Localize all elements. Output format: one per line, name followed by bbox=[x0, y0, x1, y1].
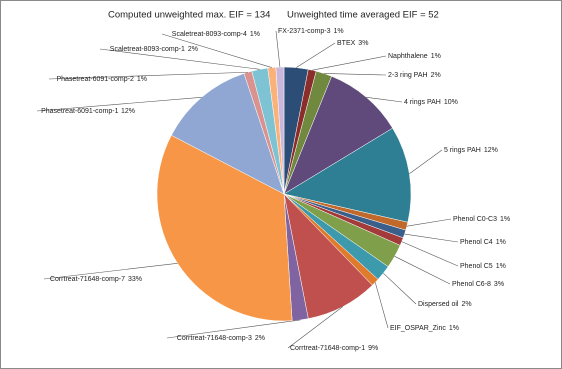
label-value: 33% bbox=[128, 276, 142, 283]
label-value: 1% bbox=[250, 31, 260, 38]
label-value: 12% bbox=[121, 108, 135, 115]
leader-line bbox=[99, 48, 260, 70]
pie-slice bbox=[171, 73, 285, 195]
data-label: Corrtreat-71648-comp-1 9% bbox=[290, 345, 378, 352]
label-category: 5 rings PAH bbox=[444, 147, 481, 154]
data-label: BTEX 3% bbox=[337, 40, 368, 47]
label-value: 9% bbox=[368, 345, 378, 352]
data-label: Phenol C6-8 3% bbox=[452, 281, 504, 288]
pie-slice bbox=[156, 134, 293, 322]
label-value: 3% bbox=[358, 40, 368, 47]
data-label: Scaletreat-8093-comp-4 1% bbox=[172, 31, 260, 38]
leader-line bbox=[48, 71, 248, 80]
label-value: 1% bbox=[500, 216, 510, 223]
label-category: Phenol C4 bbox=[460, 239, 493, 246]
label-value: 2% bbox=[255, 335, 265, 342]
chart-subtitle: Unweighted time averaged EIF = 52 bbox=[287, 10, 439, 21]
data-label: 5 rings PAH 12% bbox=[444, 147, 498, 154]
leader-line bbox=[404, 233, 459, 243]
label-value: 10% bbox=[444, 99, 458, 106]
data-label: Dispersed oil 2% bbox=[418, 301, 472, 308]
label-category: 2-3 ring PAH bbox=[388, 72, 428, 79]
data-label: FX-2371-comp-3 1% bbox=[278, 28, 344, 35]
label-category: 4 rings PAH bbox=[404, 99, 441, 106]
label-category: BTEX bbox=[337, 40, 356, 47]
pie-slice bbox=[283, 75, 393, 195]
label-category: EIF_OSPAR_Zinc bbox=[390, 325, 446, 332]
data-label: Corrtreat-71648-comp-3 2% bbox=[177, 335, 265, 342]
data-label: Phenol C0-C3 1% bbox=[453, 216, 510, 223]
leader-line bbox=[401, 241, 459, 267]
data-label: Phenol C5 1% bbox=[460, 263, 506, 270]
data-label: 2-3 ring PAH 2% bbox=[388, 72, 441, 79]
data-label: Phasetreat-6091-comp-2 1% bbox=[56, 76, 147, 83]
leader-line bbox=[166, 319, 301, 339]
label-value: 2% bbox=[431, 72, 441, 79]
leader-line bbox=[409, 149, 443, 174]
label-category: Naphthalene bbox=[388, 53, 428, 60]
data-label: 4 rings PAH 10% bbox=[404, 99, 458, 106]
label-value: 12% bbox=[484, 147, 498, 154]
data-label: EIF_OSPAR_Zinc 1% bbox=[390, 325, 459, 332]
label-value: 1% bbox=[496, 263, 506, 270]
label-category: Dispersed oil bbox=[418, 301, 459, 308]
data-label: Phasetreat-6091-comp-1 12% bbox=[41, 108, 135, 115]
label-value: 1% bbox=[449, 325, 459, 332]
label-category: Scaletreat-8093-comp-4 bbox=[172, 31, 247, 38]
chart-title: Computed unweighted max. EIF = 134 bbox=[108, 10, 270, 21]
label-category: Phenol C5 bbox=[460, 263, 493, 270]
label-value: 3% bbox=[494, 281, 504, 288]
label-value: 1% bbox=[431, 53, 441, 60]
leader-line bbox=[275, 30, 281, 68]
leader-line bbox=[406, 218, 452, 227]
label-value: 1% bbox=[334, 28, 344, 35]
label-category: Corrtreat-71648-comp-1 bbox=[290, 345, 365, 352]
leader-line bbox=[161, 33, 272, 68]
label-category: Phenol C6-8 bbox=[452, 281, 491, 288]
leader-line bbox=[43, 262, 178, 280]
label-category: Corrtreat-71648-comp-7 bbox=[50, 276, 125, 283]
label-category: FX-2371-comp-3 bbox=[278, 28, 331, 35]
data-label: Phenol C4 1% bbox=[460, 239, 506, 246]
leader-line bbox=[36, 96, 202, 112]
leader-line bbox=[287, 306, 343, 349]
data-label: Naphthalene 1% bbox=[388, 53, 441, 60]
label-value: 2% bbox=[461, 301, 471, 308]
data-label: Corrtreat-71648-comp-7 33% bbox=[50, 276, 142, 283]
leader-line bbox=[296, 42, 336, 68]
label-category: Corrtreat-71648-comp-3 bbox=[177, 335, 252, 342]
leader-line bbox=[366, 96, 403, 103]
leader-line bbox=[324, 73, 387, 76]
label-value: 1% bbox=[137, 76, 147, 83]
data-label: Scaletreat-8093-comp-1 2% bbox=[110, 46, 198, 53]
label-category: Phasetreat-6091-comp-2 bbox=[56, 76, 134, 83]
leader-line bbox=[312, 55, 387, 71]
pie-slice bbox=[283, 127, 412, 223]
leader-line bbox=[374, 282, 389, 329]
leader-line bbox=[394, 256, 451, 285]
leader-line bbox=[383, 272, 417, 305]
label-value: 1% bbox=[496, 239, 506, 246]
label-category: Phasetreat-6091-comp-1 bbox=[41, 108, 119, 115]
label-category: Scaletreat-8093-comp-1 bbox=[110, 46, 185, 53]
label-category: Phenol C0-C3 bbox=[453, 216, 497, 223]
label-value: 2% bbox=[188, 46, 198, 53]
